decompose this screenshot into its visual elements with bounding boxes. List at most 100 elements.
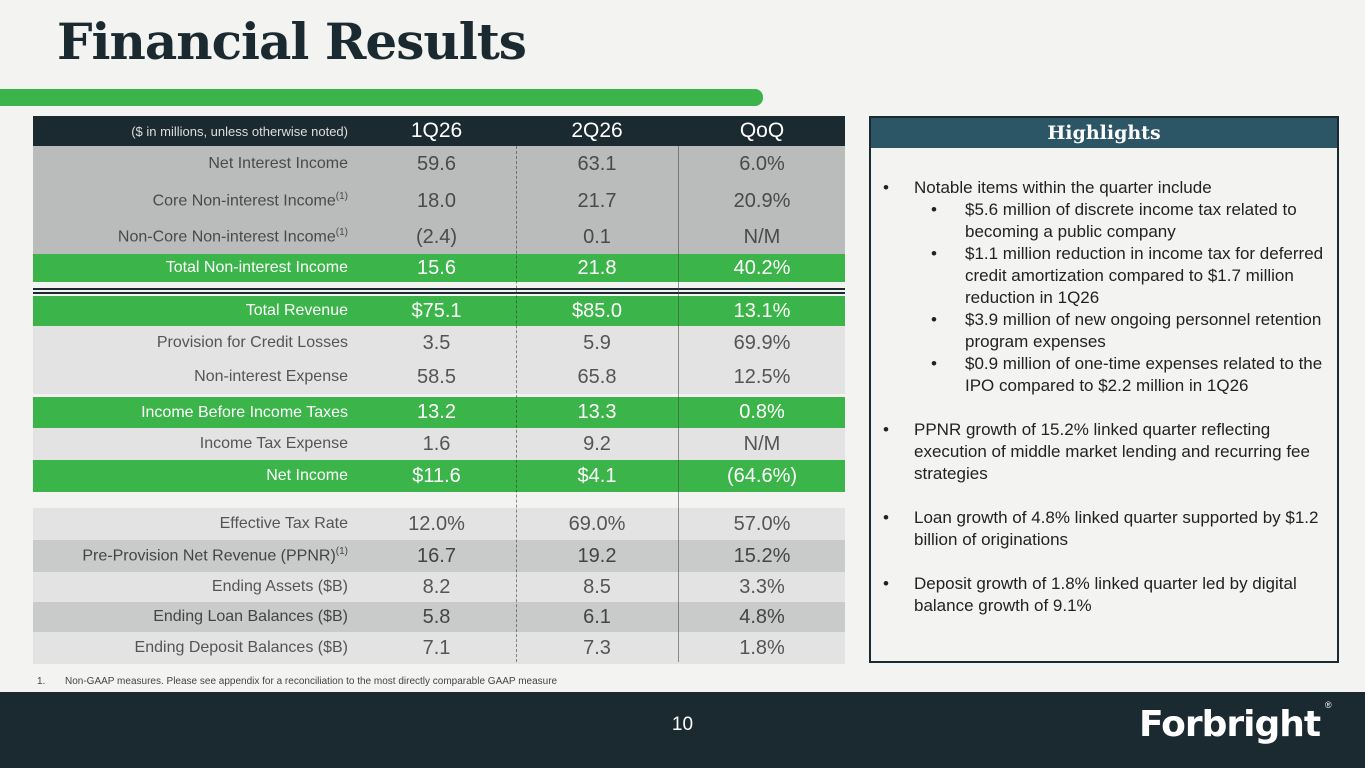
value-qoq: 12.5% xyxy=(733,365,791,388)
row-label: Net Interest Income xyxy=(208,155,348,172)
row-label: Income Tax Expense xyxy=(199,435,348,452)
table-row: Provision for Credit Losses 3.5 5.9 69.9% xyxy=(33,326,845,360)
bullet-text: Notable items within the quarter include xyxy=(914,178,1212,197)
column-header-2q26: 2Q26 xyxy=(571,119,623,142)
row-label: Ending Loan Balances ($B) xyxy=(153,608,348,625)
value-2q26: 9.2 xyxy=(583,432,611,455)
value-2q26: 5.9 xyxy=(583,331,611,354)
sub-bullet-text: $5.6 million of discrete income tax rela… xyxy=(965,200,1297,241)
value-qoq: N/M xyxy=(743,225,781,248)
value-1q26: (2.4) xyxy=(415,225,458,248)
bullet-text: Deposit growth of 1.8% linked quarter le… xyxy=(914,574,1297,615)
footnote-marker: (1) xyxy=(335,191,348,203)
row-label: Ending Assets ($B) xyxy=(211,578,348,595)
footer-bar: 10 Forbright ® xyxy=(0,692,1365,768)
value-2q26: 63.1 xyxy=(577,152,617,175)
bullet-icon: • xyxy=(931,200,937,219)
value-1q26: 16.7 xyxy=(417,544,456,567)
table-row: Pre-Provision Net Revenue (PPNR)(1) 16.7 1… xyxy=(33,540,845,572)
value-2q26: 8.5 xyxy=(583,575,611,598)
sub-bullet-text: $0.9 million of one-time expenses relate… xyxy=(965,354,1323,395)
value-2q26: 6.1 xyxy=(583,605,611,628)
value-1q26: 59.6 xyxy=(417,152,456,175)
highlight-bullet: • Loan growth of 4.8% linked quarter supp… xyxy=(883,507,1327,551)
value-qoq: 40.2% xyxy=(733,256,791,279)
registered-mark: ® xyxy=(1325,700,1332,710)
value-1q26: 18.0 xyxy=(417,189,456,212)
table-row: Income Tax Expense 1.6 9.2 N/M xyxy=(33,428,845,460)
bullet-icon: • xyxy=(931,244,937,263)
page-number: 10 xyxy=(671,714,694,735)
highlight-bullet: • PPNR growth of 15.2% linked quarter ref… xyxy=(883,419,1327,485)
highlight-sub-bullet: • $3.9 million of new ongoing personnel r… xyxy=(883,309,1327,353)
table-units-note: ($ in millions, unless otherwise noted) xyxy=(131,123,348,139)
footnote-number: 1. xyxy=(37,676,46,687)
row-label: Total Revenue xyxy=(245,302,348,319)
bullet-spacer xyxy=(883,551,1327,573)
row-label: Core Non-interest Income(1) xyxy=(152,191,348,210)
row-label: Net Income xyxy=(266,467,348,484)
table-row: Net Interest Income 59.6 63.1 6.0% xyxy=(33,146,845,182)
value-qoq: 69.9% xyxy=(733,331,791,354)
page-title: Financial Results xyxy=(57,12,527,71)
footnote-marker: (1) xyxy=(335,546,348,558)
bullet-text: PPNR growth of 15.2% linked quarter refl… xyxy=(914,420,1310,483)
value-2q26: 65.8 xyxy=(577,365,617,388)
section-divider xyxy=(33,292,845,294)
value-2q26: 21.7 xyxy=(577,189,617,212)
bullet-icon: • xyxy=(883,420,889,439)
bullet-icon: • xyxy=(883,508,889,527)
table-row: Total Revenue $75.1 $85.0 13.1% xyxy=(33,296,845,326)
highlight-bullet: • Notable items within the quarter includ… xyxy=(883,177,1327,199)
value-2q26: 21.8 xyxy=(577,256,617,279)
value-1q26: 13.2 xyxy=(417,401,456,423)
value-1q26: 5.8 xyxy=(422,605,451,628)
title-accent-bar xyxy=(0,89,763,106)
row-label: Non-Core Non-interest Income(1) xyxy=(117,227,348,246)
row-label: Provision for Credit Losses xyxy=(156,334,348,351)
highlight-sub-bullet: • $0.9 million of one-time expenses relat… xyxy=(883,353,1327,397)
value-qoq: 57.0% xyxy=(733,512,791,535)
bullet-icon: • xyxy=(931,310,937,329)
highlights-body: • Notable items within the quarter includ… xyxy=(871,148,1337,617)
value-qoq: N/M xyxy=(743,432,781,455)
value-qoq: 4.8% xyxy=(739,605,785,628)
value-2q26: $85.0 xyxy=(571,299,623,322)
value-1q26: 15.6 xyxy=(417,256,456,279)
table-row: Ending Loan Balances ($B) 5.8 6.1 4.8% xyxy=(33,602,845,632)
bullet-icon: • xyxy=(931,354,937,373)
value-2q26: $4.1 xyxy=(577,464,617,487)
highlights-heading: Highlights xyxy=(871,118,1337,148)
value-qoq: 20.9% xyxy=(733,189,791,212)
footnote-text: Non-GAAP measures. Please see appendix f… xyxy=(65,676,558,687)
bullet-icon: • xyxy=(883,574,889,593)
sub-bullet-text: $3.9 million of new ongoing personnel re… xyxy=(965,310,1322,351)
logo-text: Forbright xyxy=(1139,704,1321,745)
value-1q26: 1.6 xyxy=(422,432,451,455)
highlights-panel: Highlights • Notable items within the qua… xyxy=(869,116,1339,663)
value-qoq: 15.2% xyxy=(733,544,791,567)
highlight-bullet: • Deposit growth of 1.8% linked quarter l… xyxy=(883,573,1327,617)
footnote-marker: (1) xyxy=(335,227,348,239)
bullet-text: Loan growth of 4.8% linked quarter suppo… xyxy=(914,508,1319,549)
bullet-spacer xyxy=(883,485,1327,507)
value-qoq: (64.6%) xyxy=(726,464,798,487)
value-1q26: $11.6 xyxy=(412,464,461,487)
value-2q26: 69.0% xyxy=(568,512,626,535)
footnote: 1. Non-GAAP measures. Please see appendix… xyxy=(37,676,557,687)
value-1q26: 12.0% xyxy=(408,512,465,535)
value-1q26: 7.1 xyxy=(422,636,451,659)
value-1q26: 8.2 xyxy=(422,575,451,598)
table-row: Total Non-interest Income 15.6 21.8 40.2% xyxy=(33,254,845,282)
column-header-1q26: 1Q26 xyxy=(410,119,463,142)
value-qoq: 0.8% xyxy=(739,401,785,423)
column-divider-dashed xyxy=(516,146,517,662)
row-label: Income Before Income Taxes xyxy=(141,403,348,421)
value-qoq: 1.8% xyxy=(739,636,785,659)
table-row: Ending Deposit Balances ($B) 7.1 7.3 1.8% xyxy=(33,632,845,664)
highlight-sub-bullet: • $5.6 million of discrete income tax rel… xyxy=(883,199,1327,243)
table-row: Core Non-interest Income(1) 18.0 21.7 20.9% xyxy=(33,182,845,220)
row-label: Non-interest Expense xyxy=(194,368,348,385)
value-qoq: 6.0% xyxy=(739,152,785,175)
value-2q26: 19.2 xyxy=(577,544,617,567)
